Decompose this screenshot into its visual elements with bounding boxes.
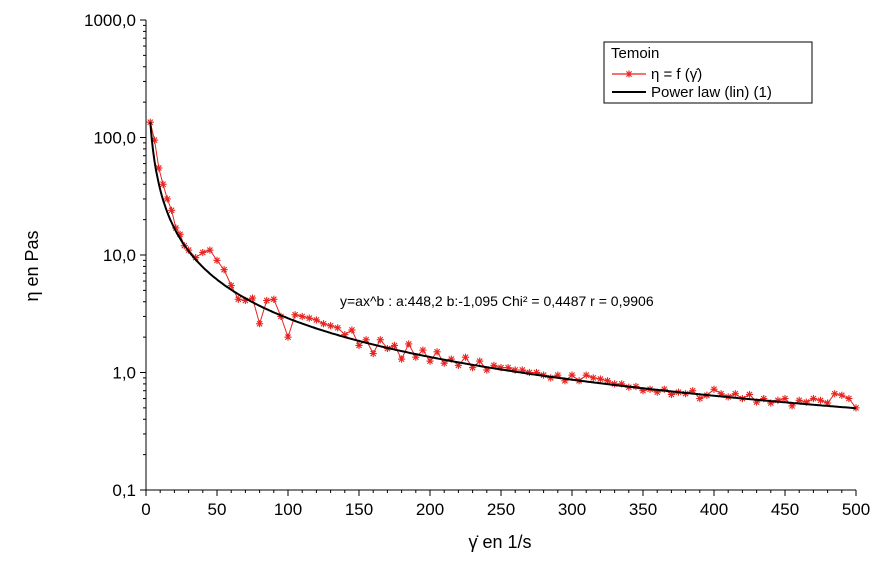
legend-item-data: η = f (γ̇) (612, 66, 702, 83)
data-point (461, 353, 470, 361)
data-point (831, 390, 839, 398)
fit-annotation: y=ax^b : a:448,2 b:-1,095 Chi² = 0,4487 … (340, 293, 654, 309)
data-point (405, 340, 413, 348)
y-tick-label: 0,1 (112, 481, 136, 500)
data-point (327, 322, 335, 330)
legend-label-fit: Power law (lin) (1) (651, 84, 772, 101)
data-point (369, 349, 377, 358)
data-point (234, 295, 242, 303)
legend: Temoin η = f (γ̇) Power law (lin) (1) (603, 41, 813, 104)
data-point (745, 390, 754, 399)
data-point (263, 296, 271, 305)
data-point (248, 294, 257, 302)
series-layer (146, 118, 860, 412)
data-point (163, 195, 171, 203)
data-point (781, 394, 789, 403)
y-tick-label: 100,0 (93, 129, 136, 148)
data-point (809, 394, 817, 403)
x-tick-label: 150 (345, 500, 373, 519)
legend-marker-asterisk (625, 70, 633, 78)
legend-asterisk (625, 70, 633, 78)
x-tick-label: 300 (558, 500, 586, 519)
x-tick-label: 500 (842, 500, 870, 519)
y-ticks: 0,1 1,0 10,0 100,0 1000,0 (84, 11, 146, 500)
data-point (795, 396, 803, 404)
data-point (355, 341, 363, 350)
data-point (348, 326, 356, 334)
data-point (696, 394, 704, 403)
data-series-markers (146, 118, 860, 412)
x-tick-label: 200 (416, 500, 444, 519)
y-tick-label: 1,0 (112, 364, 136, 383)
data-point (582, 371, 590, 379)
x-tick-label: 50 (208, 500, 227, 519)
data-point (845, 394, 853, 403)
y-axis-title: η en Pas (22, 230, 42, 301)
data-point (284, 333, 292, 341)
x-tick-label: 250 (487, 500, 515, 519)
data-point (390, 341, 399, 350)
data-point (334, 324, 342, 332)
data-point (568, 371, 576, 379)
legend-item-fit: Power law (lin) (1) (612, 84, 772, 101)
data-point (476, 357, 484, 365)
data-point (305, 314, 313, 322)
data-point (270, 295, 278, 303)
data-point (319, 320, 328, 328)
data-point (398, 355, 406, 363)
data-point (298, 312, 306, 321)
data-point (596, 375, 604, 383)
legend-title: Temoin (611, 45, 659, 62)
fit-curve-line (149, 122, 857, 410)
data-point (838, 391, 846, 399)
data-point (291, 311, 299, 319)
y-tick-label: 10,0 (103, 246, 136, 265)
x-tick-label: 0 (141, 500, 150, 519)
x-tick-label: 450 (771, 500, 799, 519)
data-point (227, 281, 235, 290)
x-tick-label: 100 (274, 500, 302, 519)
data-point (419, 346, 427, 354)
legend-label-data: η = f (γ̇) (651, 66, 702, 83)
data-point (159, 180, 167, 188)
x-axis-title: γ̇ en 1/s (468, 532, 531, 552)
data-point (376, 336, 384, 344)
data-point (440, 359, 448, 367)
data-point (589, 374, 597, 382)
data-point (256, 320, 264, 328)
data-point (426, 357, 434, 365)
data-point (816, 396, 825, 404)
data-point (731, 390, 739, 398)
data-point (206, 246, 214, 254)
x-tick-label: 350 (629, 500, 657, 519)
data-point (220, 266, 228, 274)
data-point (199, 248, 207, 257)
y-tick-label: 1000,0 (84, 11, 136, 30)
data-point (312, 316, 320, 324)
data-point (710, 385, 718, 393)
data-point (433, 348, 441, 356)
data-point (504, 364, 512, 372)
x-ticks: 0 50 100 150 200 250 300 350 400 450 500 (141, 490, 870, 519)
data-point (167, 206, 176, 214)
data-point (213, 256, 221, 264)
x-tick-label: 400 (700, 500, 728, 519)
